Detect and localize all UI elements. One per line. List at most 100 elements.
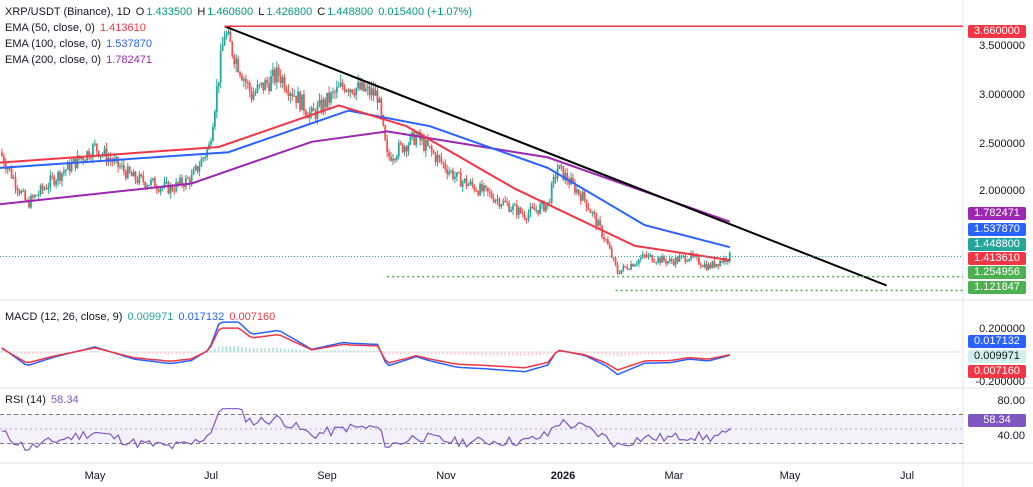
macd-hist-bar <box>477 352 479 356</box>
macd-hist-bar <box>86 351 88 352</box>
candle-body <box>163 181 166 187</box>
candle-body <box>136 180 139 184</box>
candle-body <box>109 157 112 161</box>
macd-hist-bar <box>488 352 491 356</box>
symbol-legend[interactable]: XRP/USDT (Binance), 1D O 1.433500 H 1.4606… <box>5 6 474 19</box>
macd-hist-bar <box>186 352 189 354</box>
candle-body <box>610 248 613 258</box>
candle-body <box>403 146 406 153</box>
macd-hist-bar <box>194 352 197 354</box>
candle-body <box>364 88 367 92</box>
candle-body <box>49 175 52 187</box>
candle-body <box>455 172 458 177</box>
candle-body <box>62 171 65 174</box>
candle-body <box>339 82 342 87</box>
candle-body <box>22 190 25 192</box>
macd-hist-bar <box>651 352 654 355</box>
candle-body <box>55 180 58 185</box>
candle-body <box>721 260 723 263</box>
price-tick: 3.500000 <box>979 40 1025 52</box>
candle-body <box>2 156 5 164</box>
candle-body <box>575 189 578 193</box>
ema50-legend[interactable]: EMA (50, close, 0) 1.413610 <box>5 22 148 35</box>
macd-hist-bar <box>481 352 483 356</box>
ema100-legend[interactable]: EMA (100, close, 0) 1.537870 <box>5 38 154 51</box>
macd-hist-bar <box>643 352 646 355</box>
candle-body <box>666 261 669 264</box>
candle-body <box>210 140 212 145</box>
candle-body <box>401 143 404 153</box>
candle-body <box>719 260 722 267</box>
macd-hist-bar <box>616 352 619 357</box>
macd-hist-bar <box>485 352 487 356</box>
candle-body <box>463 178 466 182</box>
candle-body <box>221 45 224 51</box>
macd-hist-bar <box>330 350 332 352</box>
x-tick-year: 2026 <box>550 470 576 482</box>
candle-body <box>281 77 284 84</box>
candle-body <box>686 261 689 263</box>
candle-body <box>130 172 133 177</box>
candle-body <box>459 172 462 187</box>
rsi-legend[interactable]: RSI (14) 58.34 <box>5 394 81 407</box>
candle-body <box>215 86 218 112</box>
ema200-value: 1.782471 <box>106 54 152 66</box>
ema200-legend[interactable]: EMA (200, close, 0) 1.782471 <box>5 54 154 67</box>
ema100-price-label: 1.537870 <box>968 223 1026 236</box>
macd-legend[interactable]: MACD (12, 26, close, 9) 0.009971 0.01713… <box>5 311 277 324</box>
candle-body <box>95 143 98 151</box>
candle-body <box>37 194 40 196</box>
candle-body <box>333 91 336 93</box>
candle-body <box>122 165 125 172</box>
macd-hist-bar <box>593 352 596 354</box>
candle-body <box>595 214 598 227</box>
candle-body <box>562 166 565 181</box>
candle-body <box>645 254 648 258</box>
candle-body <box>554 176 557 179</box>
candle-body <box>376 90 379 103</box>
candle-body <box>12 177 15 179</box>
macd-hist-bar <box>229 346 232 352</box>
candle-body <box>283 77 286 90</box>
candle-body <box>115 157 118 159</box>
candle-body <box>517 207 520 216</box>
macd-hist-bar <box>90 351 92 352</box>
candle-body <box>510 209 512 212</box>
candle-body <box>32 195 34 198</box>
macd-hist-bar <box>140 352 143 354</box>
candle-body <box>411 131 414 135</box>
candle-body <box>117 157 119 167</box>
macd-hist-bar <box>237 346 239 352</box>
macd-hist-bar <box>78 351 81 353</box>
change-value: 0.015400 (+1.07%) <box>378 6 473 18</box>
ema50-line <box>0 104 730 262</box>
macd-hist-bar <box>190 352 193 354</box>
candle-body <box>347 90 350 93</box>
candle-body <box>341 82 344 87</box>
candle-body <box>227 31 230 35</box>
macd-hist-bar <box>101 351 104 352</box>
candle-body <box>622 265 625 270</box>
macd-hist-bar <box>612 352 615 356</box>
macd-hist-bar <box>287 348 290 352</box>
candle-body <box>111 160 114 163</box>
candle-body <box>304 110 307 116</box>
candle-body <box>620 269 623 274</box>
candle-body <box>405 146 408 152</box>
macd-hist-bar <box>438 352 441 355</box>
candle-body <box>235 58 238 65</box>
candle-body <box>477 191 480 196</box>
candle-body <box>428 145 431 147</box>
macd-hist-bar <box>585 352 588 353</box>
macd-hist-bar <box>574 352 576 353</box>
candle-body <box>90 157 92 159</box>
candle-body <box>632 263 634 267</box>
candle-body <box>407 144 410 152</box>
candle-body <box>382 115 385 126</box>
candle-body <box>508 203 511 212</box>
candle-body <box>248 82 251 92</box>
candle-body <box>150 179 152 185</box>
candle-body <box>51 175 54 177</box>
candle-body <box>432 151 435 154</box>
